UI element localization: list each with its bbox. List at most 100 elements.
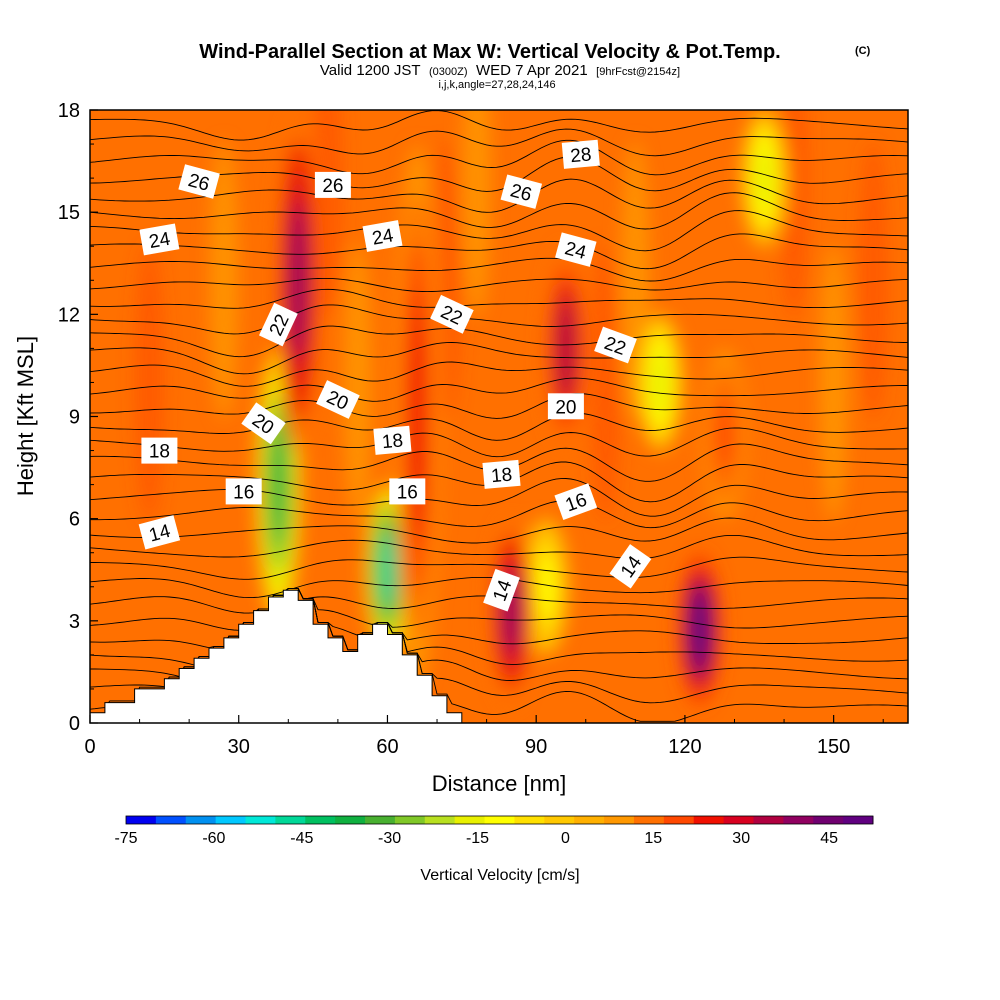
colorbar-tick-label: -45 bbox=[290, 830, 313, 847]
colorbar-tick-label: -15 bbox=[466, 830, 489, 847]
theta-contour-label-text: 16 bbox=[397, 482, 418, 503]
chart-title: Wind-Parallel Section at Max W: Vertical… bbox=[199, 41, 780, 63]
colorbar-swatch bbox=[185, 816, 217, 824]
theta-contour-label-text: 18 bbox=[490, 465, 513, 488]
theta-contour-labels: 14 16 18 20 22 24 26 26 24 20 18 16 22 14 18 26 20 24 28 16… bbox=[138, 139, 652, 612]
colorbar-tick-label: 45 bbox=[820, 830, 838, 847]
colorbar-swatch bbox=[544, 816, 575, 824]
theta-contour-line bbox=[90, 393, 908, 419]
theta-contour-line bbox=[90, 500, 908, 529]
colorbar-swatch bbox=[335, 816, 366, 824]
theta-contour-label: 20 bbox=[316, 380, 360, 419]
field-texture-band bbox=[779, 110, 808, 319]
theta-contour-label: 22 bbox=[259, 302, 298, 347]
y-tick-label: 9 bbox=[69, 407, 80, 429]
theta-contour-label: 20 bbox=[241, 402, 286, 445]
theta-contour-label: 26 bbox=[500, 174, 543, 209]
colorbar-swatch bbox=[155, 816, 187, 824]
colorbar-swatch bbox=[604, 816, 635, 824]
theta-contour-line bbox=[90, 412, 908, 441]
theta-contour-line bbox=[90, 377, 908, 402]
colorbar-swatch bbox=[394, 816, 426, 824]
x-tick-label: 30 bbox=[228, 736, 250, 758]
colorbar-frame bbox=[125, 815, 874, 825]
theta-contour-line bbox=[90, 277, 908, 293]
y-tick-label: 15 bbox=[58, 202, 80, 224]
theta-contour-label: 28 bbox=[561, 139, 600, 169]
colorbar-swatch bbox=[843, 816, 874, 824]
theta-contour-label-text: 26 bbox=[322, 176, 343, 197]
y-tick-label: 0 bbox=[69, 713, 80, 735]
y-axis: 0 3 6 9 12 15 18 bbox=[58, 100, 98, 735]
terrain-profile bbox=[90, 589, 463, 723]
theta-contour-label-text: 18 bbox=[381, 430, 404, 453]
colorbar-swatch bbox=[813, 816, 844, 824]
colorbar-swatch bbox=[514, 816, 545, 824]
theta-contour-line bbox=[90, 534, 908, 560]
plot-area: 14 16 18 20 22 24 26 26 24 20 18 16 22 14 18 26 20 24 28 16… bbox=[89, 109, 909, 724]
theta-contour-line bbox=[90, 588, 908, 631]
theta-contour-line bbox=[90, 342, 908, 375]
theta-contour-label: 22 bbox=[430, 294, 474, 334]
x-tick-label: 0 bbox=[84, 736, 95, 758]
y-tick-label: 18 bbox=[58, 100, 80, 122]
theta-contour-label-text: 24 bbox=[147, 229, 172, 253]
colorbar-tick-label: -75 bbox=[114, 830, 137, 847]
colorbar-tick-label: -60 bbox=[202, 830, 225, 847]
theta-contour-label: 18 bbox=[373, 425, 412, 455]
colorbar-swatch bbox=[454, 816, 486, 824]
theta-contour-label-text: 16 bbox=[233, 482, 254, 503]
y-axis-label: Height [Kft MSL] bbox=[13, 336, 38, 496]
theta-contour-line bbox=[90, 233, 908, 270]
x-tick-label: 60 bbox=[376, 736, 398, 758]
colorbar: -75 -60 -45 -30 -15 0 15 30 45 bbox=[114, 815, 874, 847]
colorbar-tick-label: 30 bbox=[732, 830, 750, 847]
colorbar-swatch bbox=[783, 816, 814, 824]
colorbar-swatch bbox=[633, 816, 665, 824]
theta-contour-label: 18 bbox=[482, 459, 521, 489]
colorbar-swatch bbox=[484, 816, 515, 824]
colorbar-swatch bbox=[305, 816, 336, 824]
updraft-core bbox=[677, 552, 722, 706]
theta-contour-label: 24 bbox=[139, 223, 180, 256]
section-params: i,j,k,angle=27,28,24,146 bbox=[438, 79, 555, 91]
colorbar-swatch bbox=[245, 816, 276, 824]
chart-subtitle: Valid 1200 JST (0300Z) WED 7 Apr 2021 [9… bbox=[320, 62, 680, 79]
colorbar-tick-label: 0 bbox=[561, 830, 570, 847]
theta-contour-line bbox=[90, 139, 908, 176]
x-axis: 0 30 60 90 120 150 bbox=[84, 715, 884, 758]
theta-contour-line bbox=[90, 556, 908, 580]
x-tick-label: 120 bbox=[668, 736, 701, 758]
theta-contour-label: 22 bbox=[594, 326, 637, 364]
theta-contour-label-text: 24 bbox=[371, 225, 396, 249]
theta-contour-label-text: 20 bbox=[555, 397, 576, 418]
theta-contour-label: 16 bbox=[225, 478, 262, 505]
updraft-core bbox=[543, 246, 588, 451]
downdraft-core bbox=[638, 314, 683, 451]
y-tick-label: 12 bbox=[58, 304, 80, 326]
y-tick-label: 6 bbox=[69, 509, 80, 531]
theta-contour-line bbox=[90, 210, 908, 252]
theta-contour-line bbox=[90, 257, 908, 282]
theta-contour-label: 16 bbox=[554, 483, 598, 520]
theta-contour-line bbox=[90, 304, 908, 335]
valid-prefix: Valid 1200 JST bbox=[320, 62, 421, 79]
theta-contour-line bbox=[90, 156, 908, 192]
terrain bbox=[90, 589, 463, 723]
updraft-core bbox=[489, 518, 534, 706]
colorbar-swatch bbox=[126, 816, 157, 824]
theta-contour-label: 24 bbox=[362, 220, 403, 252]
colorbar-swatch bbox=[663, 816, 695, 824]
theta-contour-line bbox=[90, 288, 908, 309]
colorbar-swatch bbox=[574, 816, 605, 824]
theta-contour-label: 24 bbox=[555, 232, 597, 267]
colorbar-swatch bbox=[693, 816, 725, 824]
theta-contour-line bbox=[90, 361, 908, 387]
downdraft-core bbox=[742, 110, 787, 247]
colorbar-label: Vertical Velocity [cm/s] bbox=[420, 867, 579, 884]
theta-contour-line bbox=[90, 110, 908, 141]
field-texture-band bbox=[432, 140, 461, 421]
x-tick-label: 90 bbox=[525, 736, 547, 758]
colorbar-swatch bbox=[424, 816, 456, 824]
theta-contour-label: 14 bbox=[609, 544, 652, 589]
